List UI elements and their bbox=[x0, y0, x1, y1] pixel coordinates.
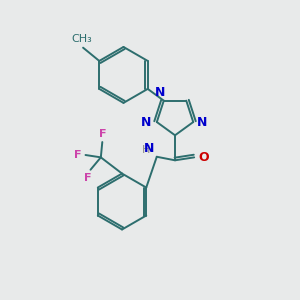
Text: F: F bbox=[74, 150, 82, 160]
Text: F: F bbox=[84, 173, 92, 183]
Text: N: N bbox=[197, 116, 207, 129]
Text: H: H bbox=[142, 145, 151, 155]
Text: N: N bbox=[144, 142, 154, 155]
Text: N: N bbox=[155, 86, 165, 99]
Text: CH₃: CH₃ bbox=[71, 34, 92, 44]
Text: N: N bbox=[141, 116, 152, 129]
Text: F: F bbox=[98, 128, 106, 139]
Text: O: O bbox=[198, 151, 209, 164]
